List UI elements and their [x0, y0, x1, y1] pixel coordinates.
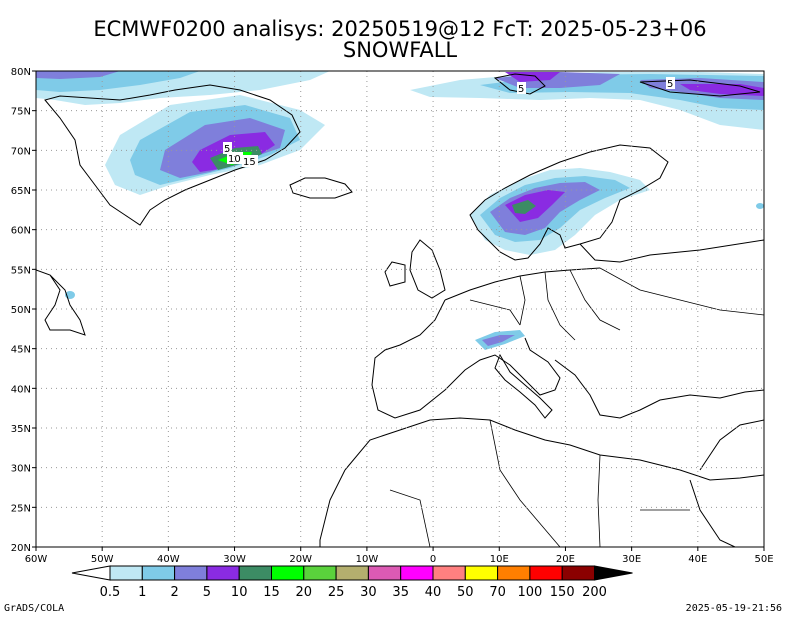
longitude-label: 30W [223, 554, 246, 565]
longitude-label: 40W [157, 554, 180, 565]
colorbar-label: 70 [489, 585, 506, 600]
colorbar-label: 10 [231, 585, 248, 600]
colorbar-segment [497, 565, 531, 581]
colorbar-segment [109, 565, 143, 581]
colorbar-segment [400, 565, 434, 581]
colorbar-arrow-max [594, 565, 633, 581]
colorbar-label: 2 [170, 585, 178, 600]
colorbar-label: 35 [392, 585, 409, 600]
colorbar-segment [206, 565, 240, 581]
colorbar-label: 200 [582, 585, 607, 600]
longitude-label: 40E [688, 554, 707, 565]
longitude-label: 10E [490, 554, 509, 565]
map-title: ECMWF0200 analisys: 20250519@12 FcT: 202… [93, 17, 707, 41]
colorbar-label: 40 [425, 585, 442, 600]
colorbar-segment [303, 565, 337, 581]
snowfall-field [36, 71, 764, 350]
latitude-label: 45N [11, 345, 31, 356]
longitude-label: 0 [430, 554, 436, 565]
credit-text: GrADS/COLA [4, 603, 65, 614]
longitude-label: 50W [91, 554, 114, 565]
latitude-label: 80N [11, 67, 31, 78]
longitude-label: 20E [556, 554, 575, 565]
latitude-labels: 80N 75N 70N 65N 60N 55N 50N 45N 40N 35N 30N 25N 20N [11, 67, 31, 554]
colorbar [71, 565, 633, 581]
latitude-label: 60N [11, 226, 31, 237]
colorbar-label: 15 [263, 585, 280, 600]
colorbar-segment [529, 565, 563, 581]
latitude-label: 55N [11, 265, 31, 276]
colorbar-label: 1 [138, 585, 146, 600]
latitude-label: 65N [11, 186, 31, 197]
contour-label: 10 [228, 154, 241, 165]
colorbar-label: 25 [328, 585, 345, 600]
timestamp-text: 2025-05-19-21:56 [685, 603, 782, 614]
colorbar-segment [271, 565, 305, 581]
contour-label: 5 [224, 144, 230, 155]
colorbar-label: 150 [550, 585, 575, 600]
colorbar-segment [432, 565, 466, 581]
latitude-label: 30N [11, 464, 31, 475]
contour-label: 5 [667, 79, 673, 90]
longitude-label: 20W [289, 554, 312, 565]
latitude-label: 70N [11, 146, 31, 157]
longitude-label: 60W [25, 554, 48, 565]
colorbar-segment [464, 565, 499, 581]
colorbar-segment [367, 565, 402, 581]
longitude-label: 10W [356, 554, 379, 565]
latitude-label: 75N [11, 107, 31, 118]
colorbar-label: 100 [517, 585, 542, 600]
colorbar-label: 30 [360, 585, 377, 600]
colorbar-label: 0.5 [100, 585, 121, 600]
colorbar-segment [238, 565, 272, 581]
colorbar-label: 50 [457, 585, 474, 600]
contour-label: 15 [243, 157, 256, 168]
colorbar-label: 20 [296, 585, 313, 600]
colorbar-label: 5 [203, 585, 211, 600]
latitude-label: 25N [11, 503, 31, 514]
colorbar-arrow-min [71, 565, 111, 581]
contour-labels: 5 10 15 5 5 [223, 77, 675, 168]
longitude-label: 30E [622, 554, 641, 565]
colorbar-segment [335, 565, 369, 581]
latitude-label: 20N [11, 543, 31, 554]
colorbar-segment [561, 565, 596, 581]
longitude-label: 50E [754, 554, 773, 565]
longitude-labels: 60W 50W 40W 30W 20W 10W 0 10E 20E 30E 40E 50E [25, 554, 774, 565]
colorbar-segment [141, 565, 176, 581]
latitude-label: 40N [11, 384, 31, 395]
colorbar-labels: 0.5 1 2 5 10 15 20 25 30 35 40 50 70 100 150 200 [100, 585, 607, 600]
latitude-label: 35N [11, 424, 31, 435]
map-subtitle: SNOWFALL [342, 38, 458, 62]
latitude-label: 50N [11, 305, 31, 316]
colorbar-segment [174, 565, 208, 581]
contour-label: 5 [518, 84, 524, 95]
country-borders [389, 267, 764, 547]
axis-ticks [32, 70, 765, 551]
